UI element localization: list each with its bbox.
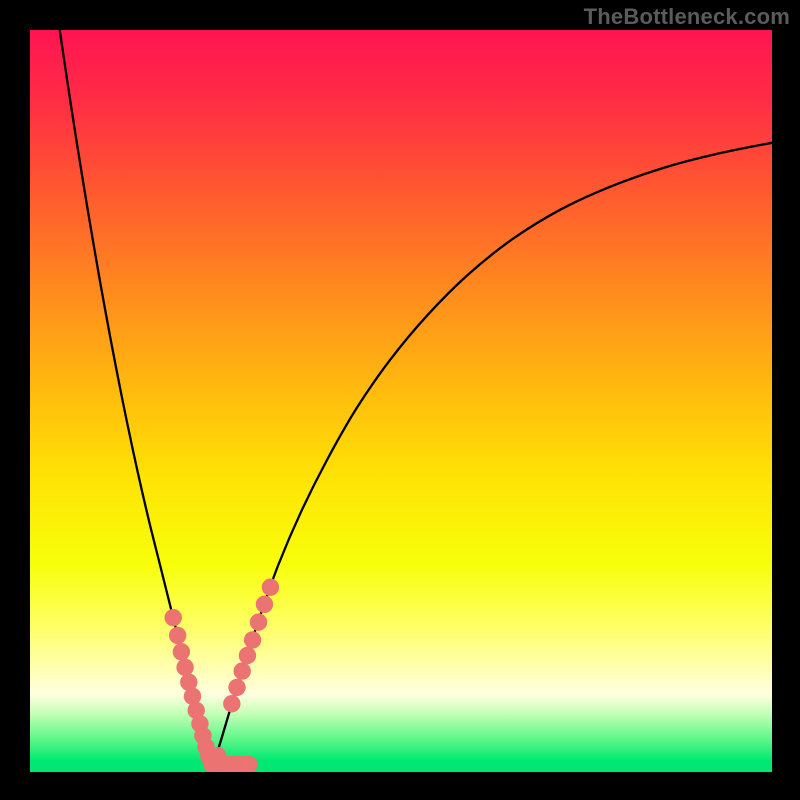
- marker-dot: [244, 632, 260, 648]
- marker-dot: [241, 756, 257, 772]
- marker-dot: [173, 644, 189, 660]
- marker-dot: [229, 679, 245, 695]
- marker-dot: [177, 659, 193, 675]
- marker-dot: [224, 696, 240, 712]
- marker-dot: [250, 614, 266, 630]
- chart-container: TheBottleneck.com: [0, 0, 800, 800]
- marker-dot: [239, 647, 255, 663]
- marker-dot: [234, 663, 250, 679]
- marker-dot: [262, 579, 278, 595]
- marker-dot: [256, 596, 272, 612]
- marker-dot: [165, 609, 181, 625]
- plot-area: [30, 30, 772, 772]
- gradient-background: [30, 30, 772, 772]
- marker-dot: [169, 627, 185, 643]
- watermark-text: TheBottleneck.com: [584, 4, 790, 30]
